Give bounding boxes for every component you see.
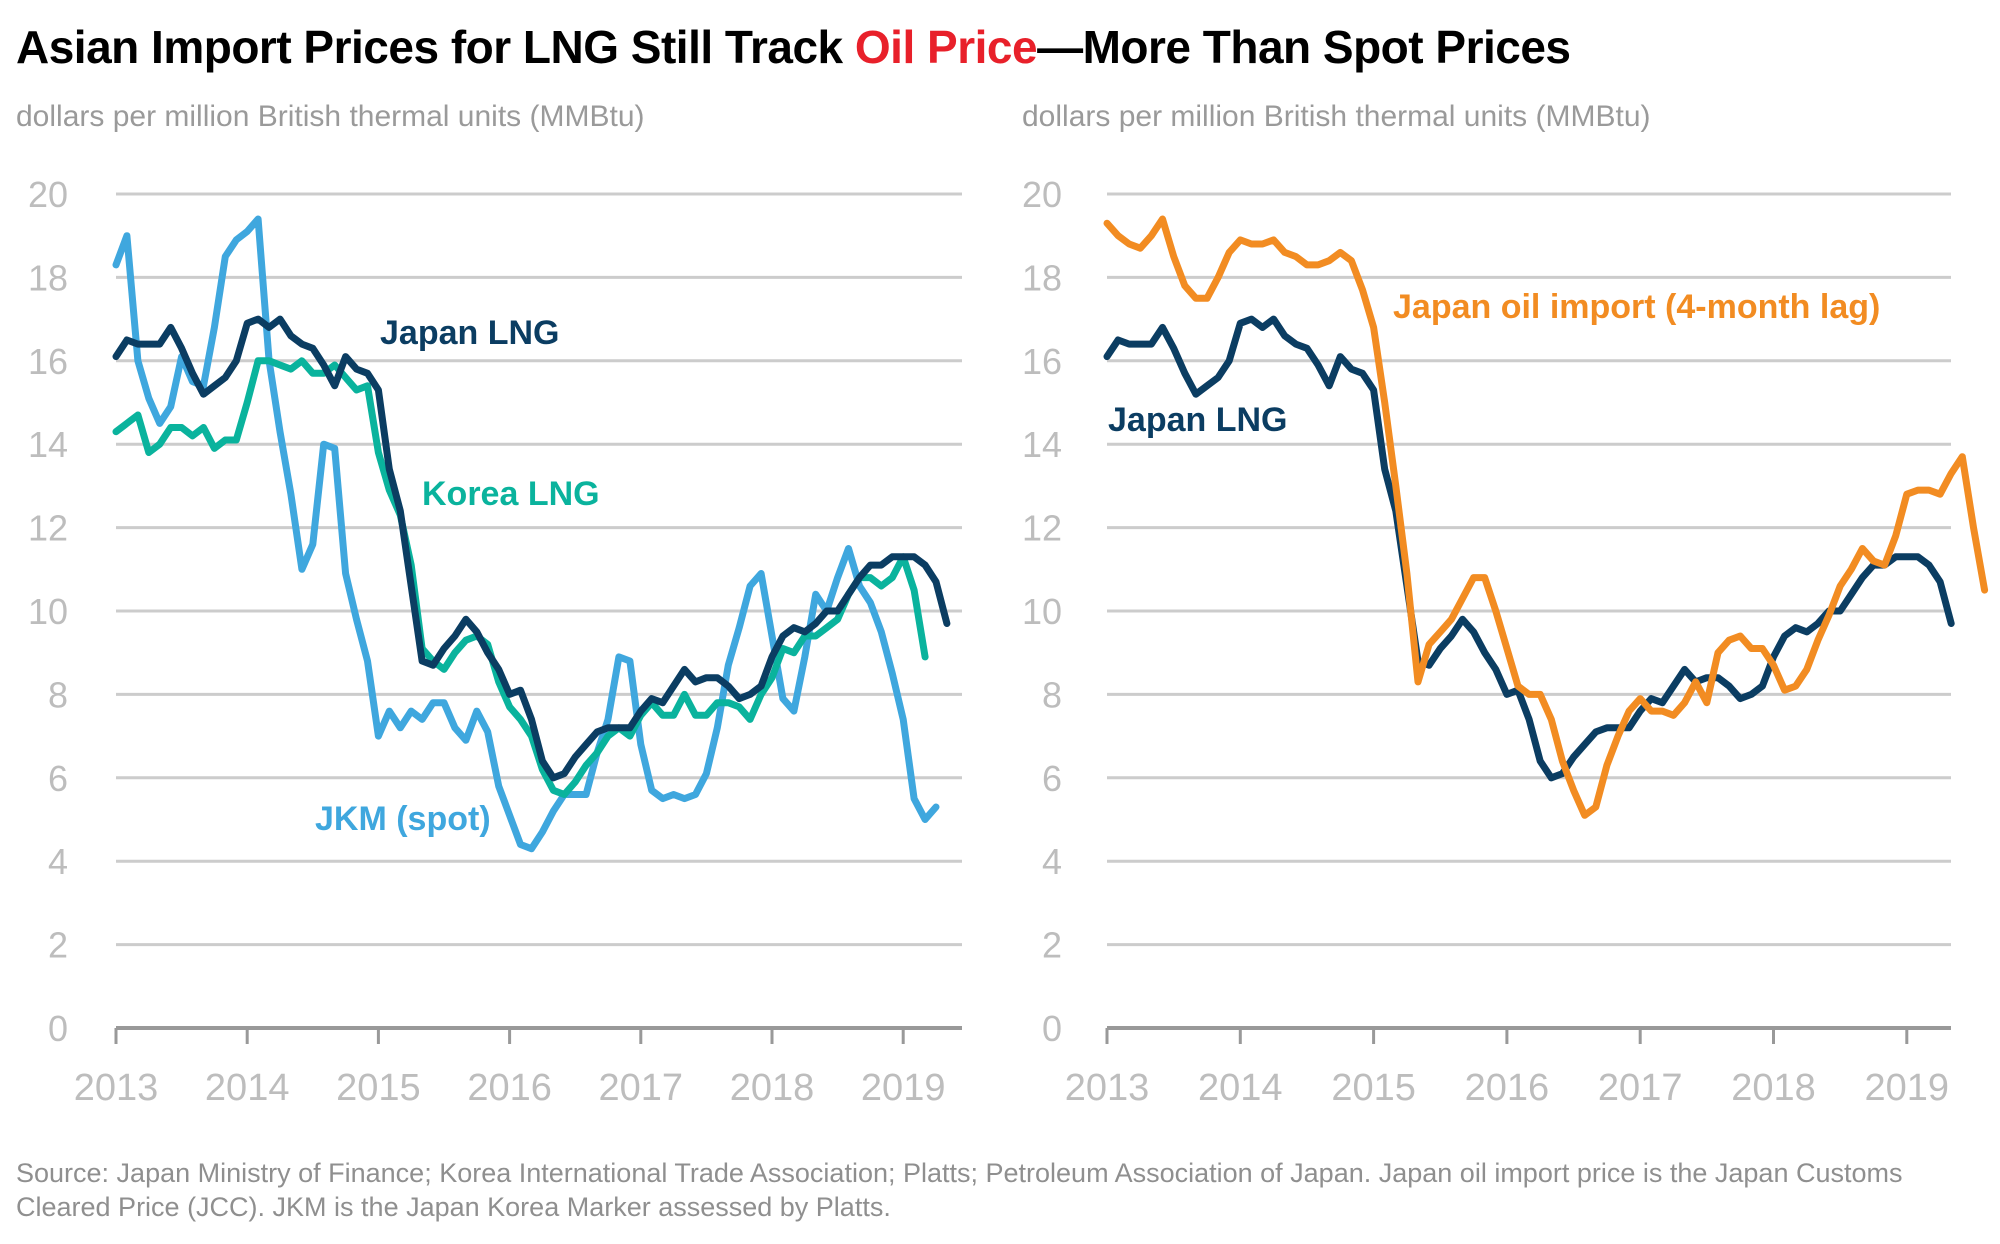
y-tick-label: 4 (1042, 841, 1062, 882)
series-label-oil: Japan oil import (4-month lag) (1393, 288, 1880, 326)
y-tick-label: 12 (28, 508, 68, 549)
y-tick-label: 8 (48, 674, 68, 715)
x-tick-label: 2017 (599, 1067, 684, 1109)
series-label-jkm: JKM (spot) (315, 800, 491, 838)
y-tick-label: 6 (48, 758, 68, 799)
x-tick-label: 2018 (730, 1067, 815, 1109)
y-tick-label: 16 (28, 341, 68, 382)
x-tick-label: 2018 (1731, 1067, 1816, 1109)
x-tick-label: 2015 (1331, 1067, 1416, 1109)
x-tick-label: 2019 (1865, 1067, 1950, 1109)
x-tick-label: 2013 (1065, 1067, 1150, 1109)
y-tick-label: 14 (1022, 424, 1062, 465)
y-tick-label: 14 (28, 424, 68, 465)
y-tick-label: 20 (28, 174, 68, 215)
series-label-japan-lng: Japan LNG (380, 314, 559, 352)
x-tick-label: 2013 (74, 1067, 159, 1109)
left-chart: 0 2 4 6 8 10 12 14 16 18 20 2013 2014 2015 2016 2017 201… (28, 174, 962, 1109)
series-line-japan-lng (1103, 315, 1955, 782)
y-tick-label: 4 (48, 841, 68, 882)
chart-title: Asian Import Prices for LNG Still Track … (16, 20, 1571, 74)
y-tick-label: 0 (48, 1008, 68, 1049)
series-line-japan-lng (112, 315, 951, 782)
series-label-korea-lng: Korea LNG (422, 475, 600, 513)
series-line-oil (1103, 215, 1989, 819)
x-tick-label: 2016 (1465, 1067, 1550, 1109)
x-tick-label: 2014 (1198, 1067, 1283, 1109)
y-tick-label: 2 (1042, 925, 1062, 966)
title-highlight: Oil Price (854, 21, 1038, 73)
y-tick-label: 18 (1022, 257, 1062, 298)
y-tick-label: 10 (28, 591, 68, 632)
y-tick-label: 10 (1022, 591, 1062, 632)
x-tick-label: 2017 (1598, 1067, 1683, 1109)
left-unit-label: dollars per million British thermal unit… (16, 100, 645, 133)
y-tick-label: 6 (1042, 758, 1062, 799)
source-note: Source: Japan Ministry of Finance; Korea… (16, 1158, 1903, 1222)
x-tick-label: 2015 (336, 1067, 421, 1109)
y-tick-label: 18 (28, 257, 68, 298)
x-tick-label: 2016 (467, 1067, 552, 1109)
title-part-1: Asian Import Prices for LNG Still Track (16, 21, 855, 73)
series-line-korea-lng (112, 357, 929, 798)
y-tick-label: 2 (48, 925, 68, 966)
y-tick-label: 0 (1042, 1008, 1062, 1049)
y-tick-label: 16 (1022, 341, 1062, 382)
series-line-jkm (112, 215, 940, 853)
x-tick-label: 2019 (861, 1067, 946, 1109)
series-label-japan-lng: Japan LNG (1108, 401, 1287, 439)
right-chart: 0 2 4 6 8 10 12 14 16 18 20 2013 2014 2015 2016 2017 201… (1022, 174, 1989, 1109)
right-unit-label: dollars per million British thermal unit… (1022, 100, 1651, 133)
title-part-2: —More Than Spot Prices (1037, 21, 1571, 73)
x-tick-label: 2014 (205, 1067, 290, 1109)
y-tick-label: 8 (1042, 674, 1062, 715)
y-tick-label: 12 (1022, 508, 1062, 549)
y-tick-label: 20 (1022, 174, 1062, 215)
